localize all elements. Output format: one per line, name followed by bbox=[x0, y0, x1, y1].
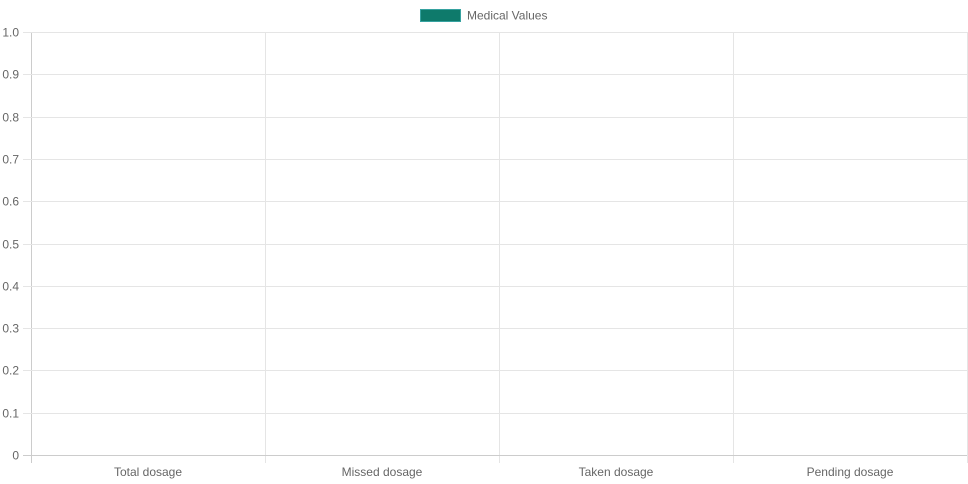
horizontal-gridlines bbox=[23, 32, 967, 456]
y-tick-label: 0.9 bbox=[2, 68, 19, 82]
x-tick-label: Missed dosage bbox=[342, 465, 423, 479]
legend[interactable]: Medical Values bbox=[420, 9, 548, 23]
y-tick-label: 0 bbox=[12, 449, 19, 463]
vertical-gridlines bbox=[31, 32, 968, 463]
legend-label[interactable]: Medical Values bbox=[467, 9, 547, 23]
y-tick-label: 0.3 bbox=[2, 322, 19, 336]
legend-swatch[interactable] bbox=[420, 9, 461, 22]
y-tick-label: 0.8 bbox=[2, 111, 19, 125]
y-tick-label: 0.2 bbox=[2, 364, 19, 378]
x-tick-label: Taken dosage bbox=[579, 465, 654, 479]
y-axis: 0 0.1 0.2 0.3 0.4 0.5 0.6 0.7 0.8 0.9 1.0 bbox=[2, 26, 19, 463]
y-tick-label: 0.6 bbox=[2, 195, 19, 209]
x-tick-label: Total dosage bbox=[114, 465, 182, 479]
y-tick-label: 0.4 bbox=[2, 280, 19, 294]
y-tick-label: 0.1 bbox=[2, 407, 19, 421]
y-tick-label: 1.0 bbox=[2, 26, 19, 40]
x-tick-label: Pending dosage bbox=[807, 465, 894, 479]
x-axis: Total dosage Missed dosage Taken dosage Pen… bbox=[114, 465, 894, 479]
y-tick-label: 0.7 bbox=[2, 153, 19, 167]
y-tick-label: 0.5 bbox=[2, 238, 19, 252]
